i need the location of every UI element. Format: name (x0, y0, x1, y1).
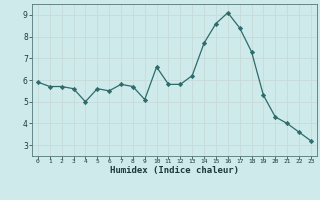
X-axis label: Humidex (Indice chaleur): Humidex (Indice chaleur) (110, 166, 239, 175)
